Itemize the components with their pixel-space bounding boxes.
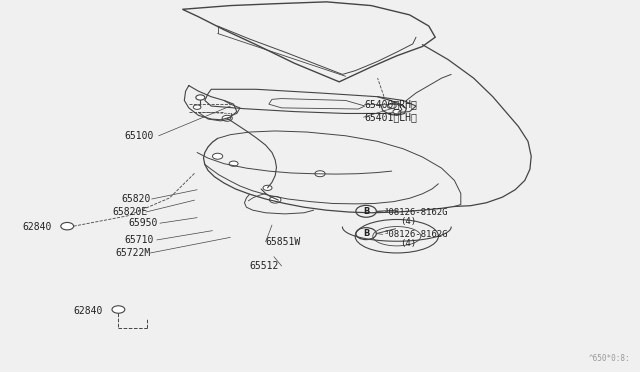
Text: ³08126-8162G: ³08126-8162G <box>384 230 449 239</box>
Circle shape <box>315 171 325 177</box>
Text: 62840: 62840 <box>22 222 52 232</box>
Text: 65820E: 65820E <box>112 207 147 217</box>
Text: 65851W: 65851W <box>266 237 301 247</box>
Text: 65400〈RH〉: 65400〈RH〉 <box>365 99 418 109</box>
Circle shape <box>263 185 272 190</box>
Text: 62840: 62840 <box>74 306 103 315</box>
Circle shape <box>212 153 223 159</box>
Text: 65722M: 65722M <box>115 248 150 258</box>
Circle shape <box>387 103 396 109</box>
Text: ^650*0:8:: ^650*0:8: <box>589 354 630 363</box>
Circle shape <box>393 109 401 114</box>
Text: 65820: 65820 <box>122 194 151 204</box>
Circle shape <box>112 306 125 313</box>
Circle shape <box>222 115 232 121</box>
Circle shape <box>196 95 205 100</box>
Text: ³08126-8162G: ³08126-8162G <box>384 208 449 217</box>
Text: (4): (4) <box>400 217 416 226</box>
Text: 65710: 65710 <box>125 235 154 245</box>
Circle shape <box>61 222 74 230</box>
Text: 65401〈LH〉: 65401〈LH〉 <box>365 112 418 122</box>
Circle shape <box>193 105 201 109</box>
Circle shape <box>269 196 281 203</box>
Circle shape <box>229 161 238 166</box>
Text: B: B <box>363 229 369 238</box>
Text: (4): (4) <box>400 239 416 248</box>
Text: B: B <box>363 207 369 216</box>
Text: 65512: 65512 <box>250 261 279 271</box>
Text: 65100: 65100 <box>125 131 154 141</box>
Text: 65950: 65950 <box>128 218 157 228</box>
